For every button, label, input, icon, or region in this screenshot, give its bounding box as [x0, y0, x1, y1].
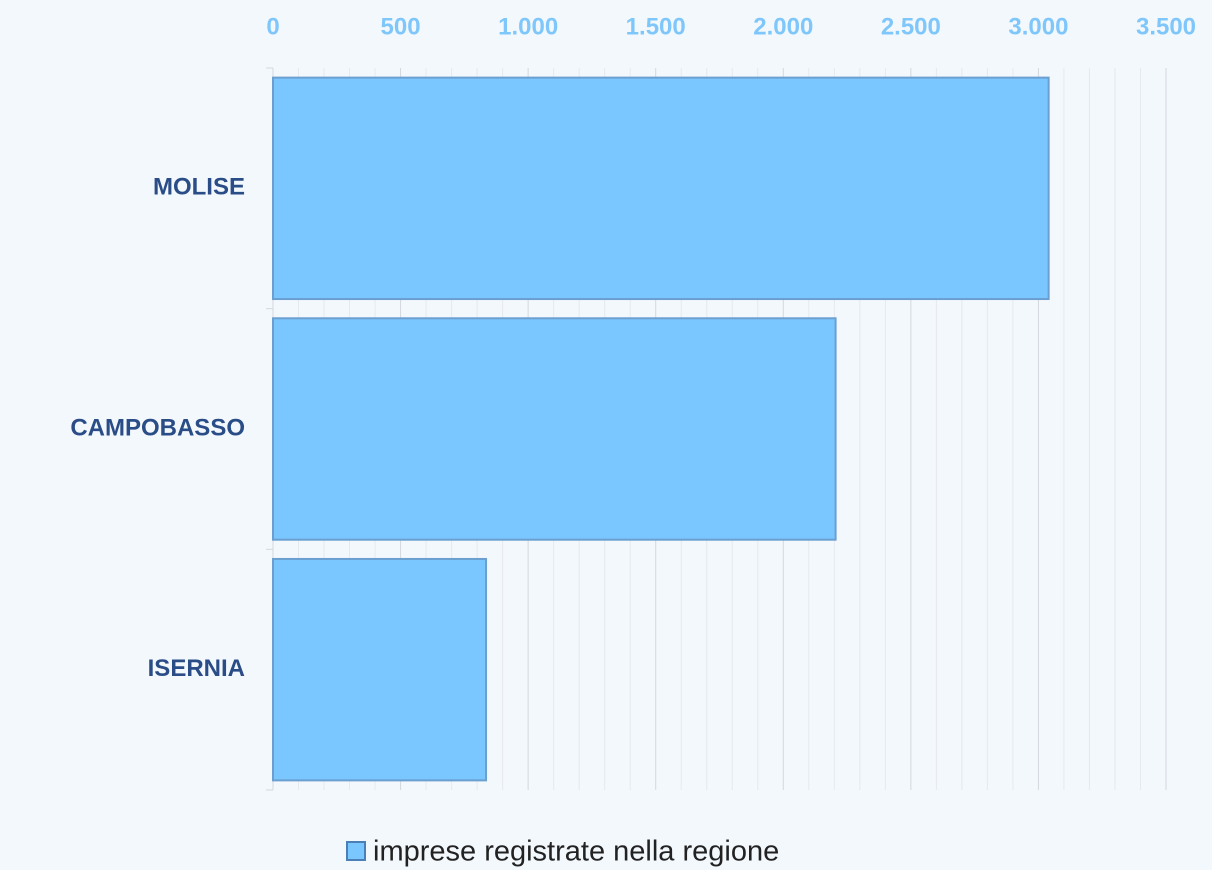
- y-tick-label: CAMPOBASSO: [70, 414, 245, 441]
- x-tick-label: 3.500: [1136, 13, 1196, 40]
- x-tick-label: 3.000: [1008, 13, 1068, 40]
- bar: [272, 317, 837, 541]
- legend-label: imprese registrate nella regione: [373, 836, 779, 868]
- x-tick-label: 1.000: [498, 13, 558, 40]
- bar: [272, 557, 488, 782]
- x-tick-label: 500: [381, 13, 421, 40]
- legend-swatch: [346, 841, 366, 861]
- x-tick-label: 1.500: [626, 13, 686, 40]
- y-tick-label: MOLISE: [153, 174, 245, 201]
- x-tick-label: 0: [266, 13, 279, 40]
- x-tick-label: 2.500: [881, 13, 941, 40]
- x-tick-label: 2.000: [753, 13, 813, 40]
- y-tick-label: ISERNIA: [148, 655, 245, 682]
- bar: [272, 76, 1050, 301]
